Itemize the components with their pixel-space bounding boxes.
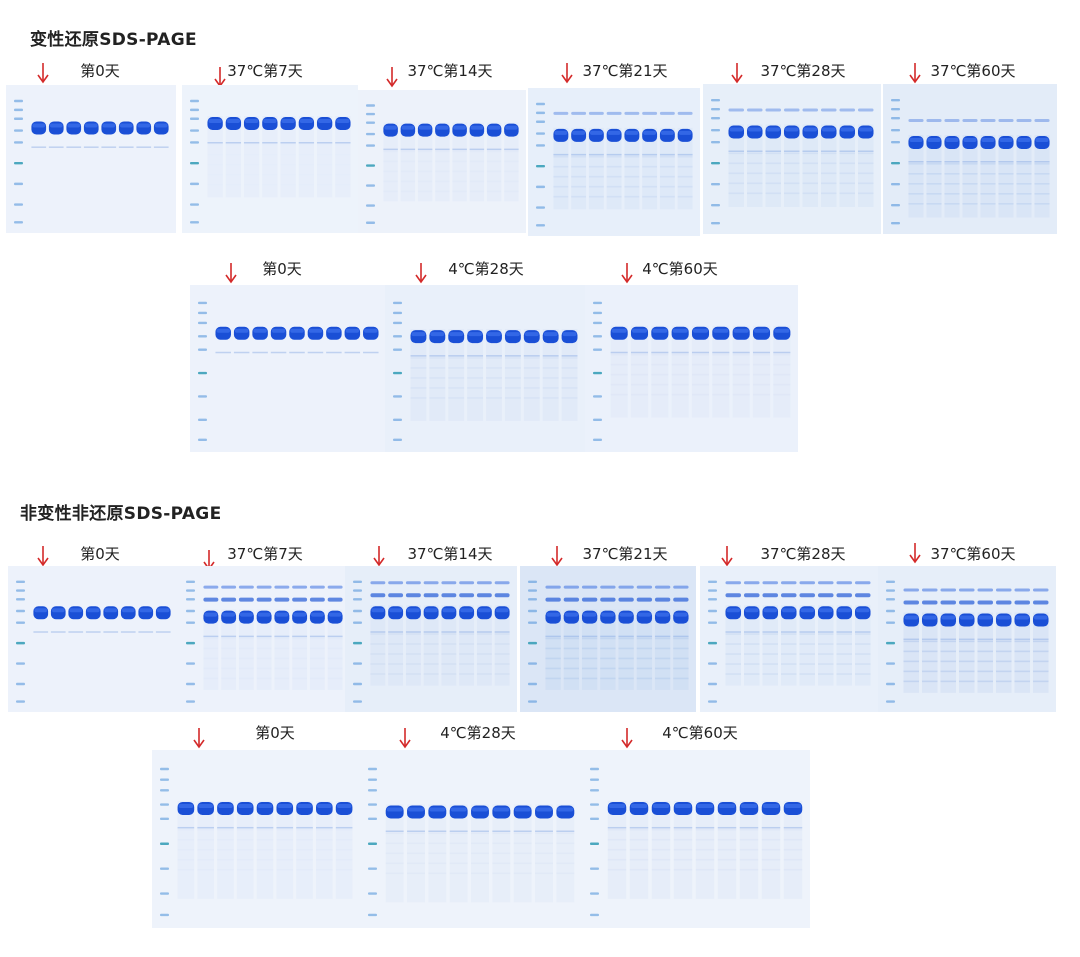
gel-label: 第0天 bbox=[262, 260, 302, 278]
gel-image bbox=[520, 566, 696, 712]
gel-image bbox=[878, 566, 1056, 712]
section-title-nonreducing: 非变性非还原SDS-PAGE bbox=[20, 504, 222, 524]
gel-label: 4℃第60天 bbox=[662, 724, 738, 742]
gel-label: 37℃第28天 bbox=[760, 62, 846, 80]
gel-label: 4℃第28天 bbox=[448, 260, 524, 278]
gel-image bbox=[190, 285, 386, 452]
section-title-reducing: 变性还原SDS-PAGE bbox=[30, 30, 197, 50]
gel-image bbox=[6, 85, 176, 233]
gel-image bbox=[385, 285, 585, 452]
gel-image bbox=[582, 750, 810, 928]
down-arrow-icon bbox=[415, 263, 427, 284]
down-arrow-icon bbox=[551, 546, 563, 567]
gel-image bbox=[700, 566, 878, 712]
gel-image bbox=[152, 750, 360, 928]
gel-image bbox=[585, 285, 798, 452]
down-arrow-icon bbox=[37, 546, 49, 567]
down-arrow-icon bbox=[386, 67, 398, 88]
gel-label: 37℃第60天 bbox=[930, 62, 1016, 80]
down-arrow-icon bbox=[721, 546, 733, 567]
gel-label: 37℃第21天 bbox=[582, 545, 668, 563]
gel-image bbox=[358, 90, 526, 233]
gel-label: 第0天 bbox=[80, 545, 120, 563]
down-arrow-icon bbox=[621, 728, 633, 749]
gel-label: 37℃第14天 bbox=[407, 62, 493, 80]
down-arrow-icon bbox=[399, 728, 411, 749]
down-arrow-icon bbox=[621, 263, 633, 284]
gel-label: 第0天 bbox=[255, 724, 295, 742]
gel-label: 37℃第14天 bbox=[407, 545, 493, 563]
gel-label: 37℃第28天 bbox=[760, 545, 846, 563]
gel-image bbox=[345, 566, 517, 712]
gel-image bbox=[703, 84, 881, 234]
down-arrow-icon bbox=[731, 63, 743, 84]
gel-label: 第0天 bbox=[80, 62, 120, 80]
down-arrow-icon bbox=[225, 263, 237, 284]
down-arrow-icon bbox=[561, 63, 573, 84]
gel-label: 37℃第7天 bbox=[227, 545, 303, 563]
gel-label: 37℃第60天 bbox=[930, 545, 1016, 563]
gel-image bbox=[8, 566, 178, 712]
down-arrow-icon bbox=[909, 543, 921, 564]
gel-image bbox=[178, 566, 350, 712]
down-arrow-icon bbox=[373, 546, 385, 567]
gel-label: 4℃第60天 bbox=[642, 260, 718, 278]
gel-label: 37℃第7天 bbox=[227, 62, 303, 80]
gel-image bbox=[528, 88, 700, 236]
down-arrow-icon bbox=[37, 63, 49, 84]
down-arrow-icon bbox=[193, 728, 205, 749]
gel-label: 37℃第21天 bbox=[582, 62, 668, 80]
gel-label: 4℃第28天 bbox=[440, 724, 516, 742]
gel-image bbox=[360, 750, 582, 928]
gel-image bbox=[182, 85, 358, 233]
gel-image bbox=[883, 84, 1057, 234]
down-arrow-icon bbox=[909, 63, 921, 84]
